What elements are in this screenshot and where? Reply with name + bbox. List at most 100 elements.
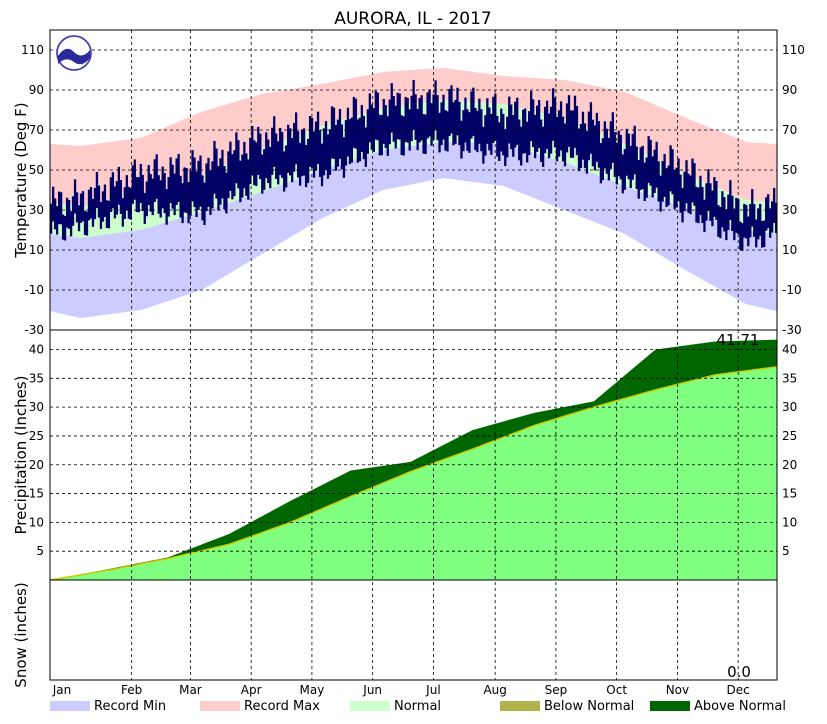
observed-temperature-bar: [771, 201, 774, 233]
record-max-band: [177, 121, 181, 185]
record-min-band: [607, 179, 611, 228]
record-min-band: [291, 180, 294, 236]
record-min-band: [187, 215, 191, 295]
observed-temperature-bar: [121, 198, 124, 227]
record-min-band: [358, 157, 362, 201]
record-max-band: [245, 98, 248, 156]
precip-tick-right: 30: [782, 400, 797, 414]
record-min-band: [414, 145, 418, 184]
record-max-band: [91, 144, 95, 205]
record-min-band: [51, 234, 55, 312]
observed-temperature-bar: [296, 131, 300, 178]
record-min-band: [370, 153, 374, 196]
record-max-band: [482, 73, 485, 103]
observed-temperature-bar: [412, 79, 415, 130]
record-min-band: [524, 150, 527, 195]
observed-temperature-bar: [484, 115, 487, 156]
observed-temperature-bar: [89, 187, 93, 219]
observed-temperature-bar: [257, 126, 260, 175]
record-max-band: [689, 119, 692, 177]
record-min-band: [679, 206, 682, 268]
record-min-band: [75, 237, 79, 318]
temperature-tick-right: 70: [782, 123, 797, 137]
record-min-band: [763, 232, 766, 309]
observed-temperature-bar: [577, 128, 581, 172]
observed-temperature-bar: [103, 184, 107, 217]
record-min-band: [715, 219, 718, 288]
record-max-band: [773, 143, 776, 203]
record-min-band: [761, 232, 764, 308]
observed-temperature-bar: [261, 154, 264, 194]
record-max-band: [163, 127, 167, 190]
record-min-band: [681, 206, 684, 269]
record-max-band: [657, 106, 661, 161]
record-min-band: [432, 143, 436, 180]
record-max-band: [514, 76, 517, 107]
observed-temperature-bar: [360, 104, 364, 152]
observed-temperature-bar: [763, 220, 766, 248]
record-min-band: [422, 144, 426, 182]
observed-temperature-bar: [197, 160, 200, 210]
record-max-band: [486, 73, 489, 103]
observed-temperature-bar: [537, 100, 541, 149]
record-max-band: [271, 92, 274, 145]
record-min-band: [440, 142, 443, 179]
observed-temperature-bar: [370, 104, 373, 150]
record-min-band: [583, 170, 587, 219]
record-max-band: [370, 74, 374, 112]
record-min-band: [705, 215, 708, 282]
record-min-band: [689, 209, 692, 273]
observed-temperature-bar: [173, 173, 176, 216]
record-min-band: [767, 232, 770, 310]
record-max-band: [205, 110, 208, 174]
record-max-band: [498, 75, 501, 104]
observed-temperature-bar: [131, 165, 134, 204]
record-min-band: [545, 156, 549, 204]
record-max-band: [625, 92, 629, 145]
record-max-band: [645, 101, 649, 155]
record-max-band: [557, 79, 561, 117]
record-max-band: [364, 75, 368, 114]
record-min-band: [629, 188, 633, 238]
record-min-band: [530, 152, 533, 197]
record-max-band: [233, 102, 236, 161]
record-min-band: [119, 232, 123, 313]
observed-temperature-bar: [271, 127, 274, 175]
record-max-band: [719, 131, 722, 189]
record-min-band: [85, 237, 89, 318]
normal-band: [719, 188, 722, 221]
record-min-band: [79, 237, 83, 318]
record-max-band: [763, 143, 766, 202]
observed-temperature-bar: [769, 208, 772, 238]
record-max-band: [129, 139, 133, 200]
record-min-band: [500, 143, 503, 186]
legend-label: Normal: [394, 699, 441, 714]
observed-temperature-bar: [326, 134, 330, 179]
observed-temperature-bar: [195, 171, 198, 218]
record-min-band: [131, 231, 135, 312]
record-max-band: [537, 78, 541, 113]
record-min-band: [364, 155, 368, 198]
normal-band: [131, 199, 135, 232]
observed-temperature-bar: [424, 114, 427, 154]
record-max-band: [478, 72, 481, 103]
record-max-band: [322, 83, 326, 126]
record-min-band: [458, 142, 461, 181]
observed-temperature-bar: [251, 125, 254, 176]
observed-temperature-bar: [607, 137, 610, 181]
observed-temperature-bar: [344, 120, 348, 166]
record-max-band: [61, 144, 65, 205]
record-min-band: [165, 222, 169, 302]
record-max-band: [300, 87, 304, 134]
record-min-band: [625, 186, 629, 236]
observed-temperature-bar: [731, 195, 734, 232]
record-max-band: [735, 138, 738, 196]
observed-temperature-bar: [225, 172, 228, 214]
record-min-band: [599, 176, 603, 225]
record-max-band: [585, 84, 589, 128]
record-max-band: [575, 82, 579, 124]
record-min-band: [743, 229, 746, 303]
observed-temperature-bar: [247, 159, 250, 200]
record-min-band: [416, 145, 420, 184]
